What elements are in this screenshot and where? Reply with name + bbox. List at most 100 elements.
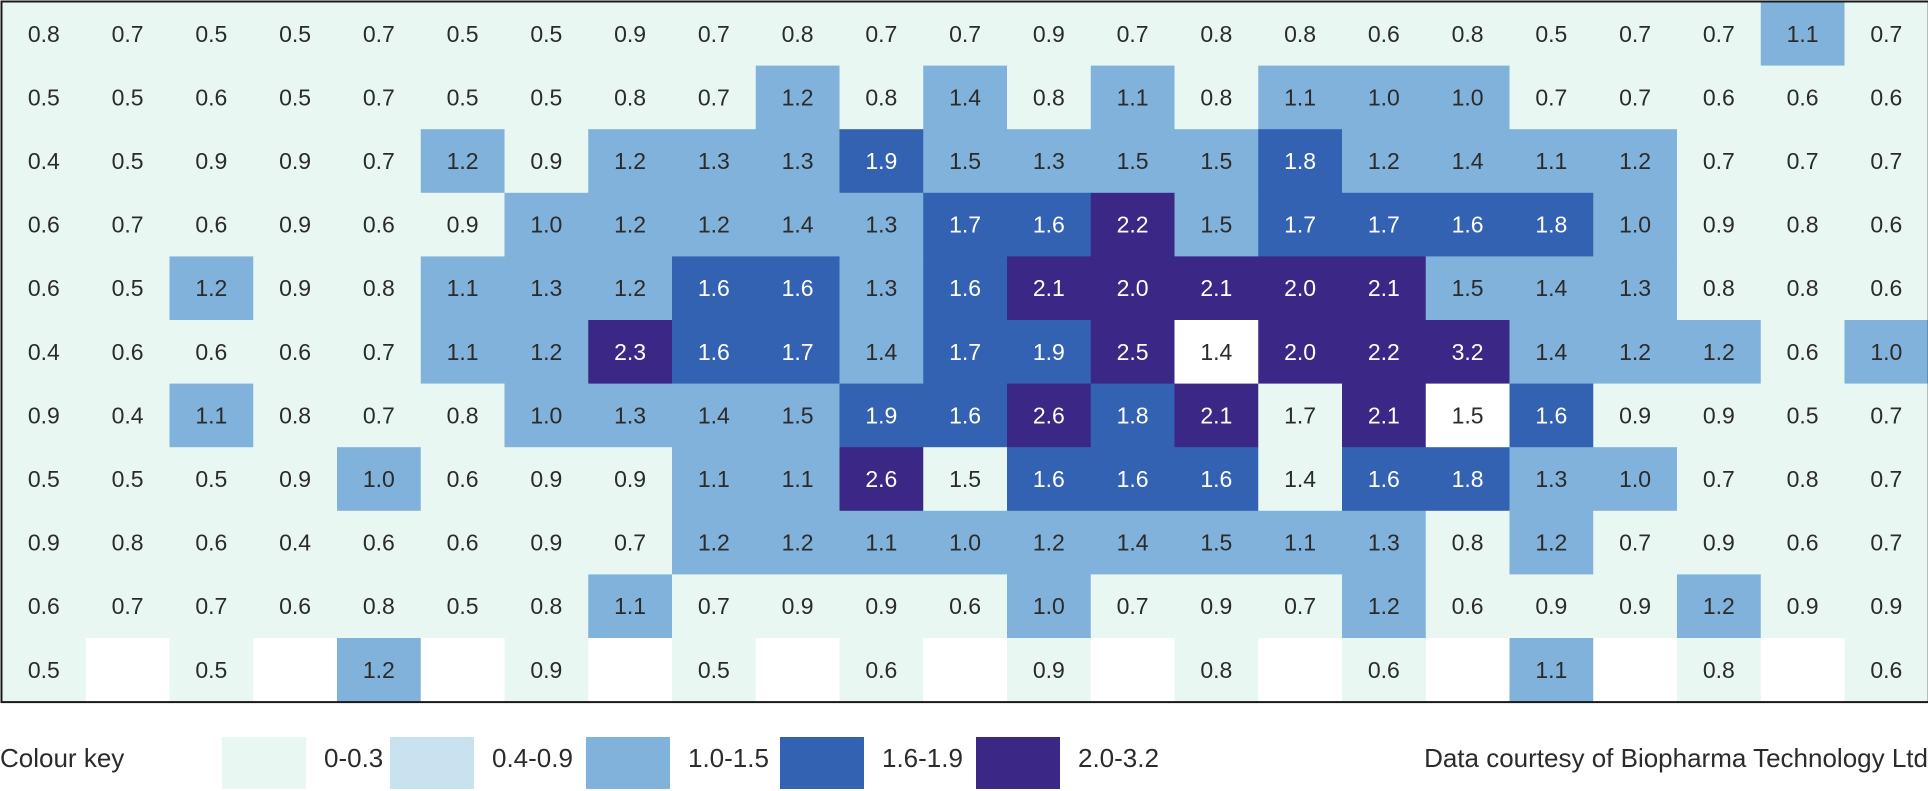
cell-value-label: 0.8	[614, 84, 646, 110]
cell-value-label: 1.4	[1535, 339, 1567, 365]
cell-value-label: 0.5	[112, 84, 144, 110]
cell-value-label: 0.8	[1703, 657, 1735, 683]
cell-value-label: 0.7	[1117, 593, 1149, 619]
cell-value-label: 0.6	[865, 657, 897, 683]
cell-value-label: 0.9	[1870, 593, 1902, 619]
cell-value-label: 0.8	[363, 275, 395, 301]
cell-value-label: 0.8	[1200, 657, 1232, 683]
cell-value-label: 0.5	[530, 84, 562, 110]
cell-value-label: 0.9	[614, 466, 646, 492]
cell-value-label: 1.4	[1284, 466, 1316, 492]
cell-value-label: 1.2	[698, 530, 730, 556]
cell-value-label: 1.2	[1619, 148, 1651, 174]
cell-value-label: 1.4	[949, 84, 981, 110]
cell-value-label: 0.5	[279, 21, 311, 47]
cell-value-label: 1.8	[1117, 402, 1149, 428]
cell-value-label: 0.8	[1284, 21, 1316, 47]
cell-value-label: 0.6	[195, 339, 227, 365]
cell-value-label: 1.7	[1284, 212, 1316, 238]
cell-value-label: 1.6	[1452, 212, 1484, 238]
cell-value-label: 0.5	[530, 21, 562, 47]
cell-value-label: 1.7	[949, 212, 981, 238]
cell-value-label: 0.5	[112, 275, 144, 301]
cell-value-label: 0.8	[1033, 84, 1065, 110]
cell-value-label: 1.2	[1619, 339, 1651, 365]
cell-value-label: 1.6	[782, 275, 814, 301]
cell-value-label: 1.2	[1368, 148, 1400, 174]
cell-value-label: 1.2	[782, 530, 814, 556]
cell-value-label: 0.6	[1787, 530, 1819, 556]
cell-value-label: 0.7	[363, 21, 395, 47]
cell-value-label: 0.6	[195, 84, 227, 110]
cell-value-label: 1.2	[698, 212, 730, 238]
cell-value-label: 1.0	[1368, 84, 1400, 110]
cell-value-label: 1.5	[949, 466, 981, 492]
cell-value-label: 0.6	[1452, 593, 1484, 619]
cell-value-label: 0.6	[28, 275, 60, 301]
cell-value-label: 0.9	[279, 275, 311, 301]
cell-value-label: 0.6	[363, 530, 395, 556]
cell-value-label: 1.2	[447, 148, 479, 174]
data-credit: Data courtesy of Biopharma Technology Lt…	[1424, 743, 1928, 774]
cell-value-label: 1.5	[949, 148, 981, 174]
cell-value-label: 0.5	[447, 84, 479, 110]
cell-value-label: 0.7	[1535, 84, 1567, 110]
cell-value-label: 1.1	[447, 275, 479, 301]
cell-value-label: 1.8	[1284, 148, 1316, 174]
cell-value-label: 1.0	[363, 466, 395, 492]
cell-value-label: 1.2	[530, 339, 562, 365]
cell-value-label: 0.6	[1368, 21, 1400, 47]
cell-value-label: 0.7	[1117, 21, 1149, 47]
cell-value-label: 1.8	[1535, 212, 1567, 238]
cell-value-label: 2.5	[1117, 339, 1149, 365]
cell-value-label: 1.5	[1117, 148, 1149, 174]
cell-value-label: 1.3	[865, 212, 897, 238]
cell-value-label: 0.4	[28, 339, 60, 365]
cell-value-label: 0.6	[1870, 275, 1902, 301]
cell-value-label: 1.3	[698, 148, 730, 174]
cell-value-label: 1.3	[1368, 530, 1400, 556]
cell-value-label: 1.4	[1452, 148, 1484, 174]
cell-value-label: 0.7	[363, 339, 395, 365]
key-swatch-2.0-3.2	[976, 737, 1060, 789]
cell-value-label: 0.8	[363, 593, 395, 619]
cell-value-label: 0.7	[1703, 466, 1735, 492]
cell-value-label: 0.7	[112, 21, 144, 47]
cell-value-label: 0.6	[363, 212, 395, 238]
cell-value-label: 0.9	[279, 212, 311, 238]
cell-value-label: 0.9	[1535, 593, 1567, 619]
cell-value-label: 1.0	[530, 402, 562, 428]
cell-value-label: 0.7	[698, 84, 730, 110]
cell-value-label: 0.5	[28, 466, 60, 492]
cell-value-label: 0.9	[1619, 593, 1651, 619]
cell-value-label: 1.5	[1200, 530, 1232, 556]
cell-value-label: 0.5	[195, 657, 227, 683]
cell-value-label: 0.9	[1033, 657, 1065, 683]
cell-value-label: 0.8	[1703, 275, 1735, 301]
cell-value-label: 1.9	[1033, 339, 1065, 365]
cell-value-label: 2.1	[1033, 275, 1065, 301]
cell-value-label: 0.7	[112, 212, 144, 238]
cell-value-label: 1.1	[1284, 530, 1316, 556]
cell-value-label: 1.2	[1535, 530, 1567, 556]
cell-value-label: 0.7	[363, 402, 395, 428]
cell-value-label: 0.8	[1200, 84, 1232, 110]
cell-value-label: 1.2	[614, 275, 646, 301]
cell-value-label: 0.8	[28, 21, 60, 47]
cell-value-label: 0.5	[447, 21, 479, 47]
cell-value-label: 1.6	[698, 339, 730, 365]
key-swatch-1.0-1.5	[586, 737, 670, 789]
cell-value-label: 0.7	[698, 21, 730, 47]
cell-value-label: 1.2	[614, 212, 646, 238]
cell-value-label: 0.6	[447, 530, 479, 556]
cell-value-label: 0.9	[782, 593, 814, 619]
cell-value-label: 1.2	[614, 148, 646, 174]
cell-value-label: 2.0	[1284, 275, 1316, 301]
cell-value-label: 1.6	[949, 275, 981, 301]
colour-key-title: Colour key	[0, 743, 124, 774]
cell-value-label: 0.7	[1619, 530, 1651, 556]
cell-value-label: 0.9	[1703, 402, 1735, 428]
cell-value-label: 0.5	[195, 21, 227, 47]
cell-value-label: 0.5	[698, 657, 730, 683]
cell-value-label: 1.6	[1117, 466, 1149, 492]
